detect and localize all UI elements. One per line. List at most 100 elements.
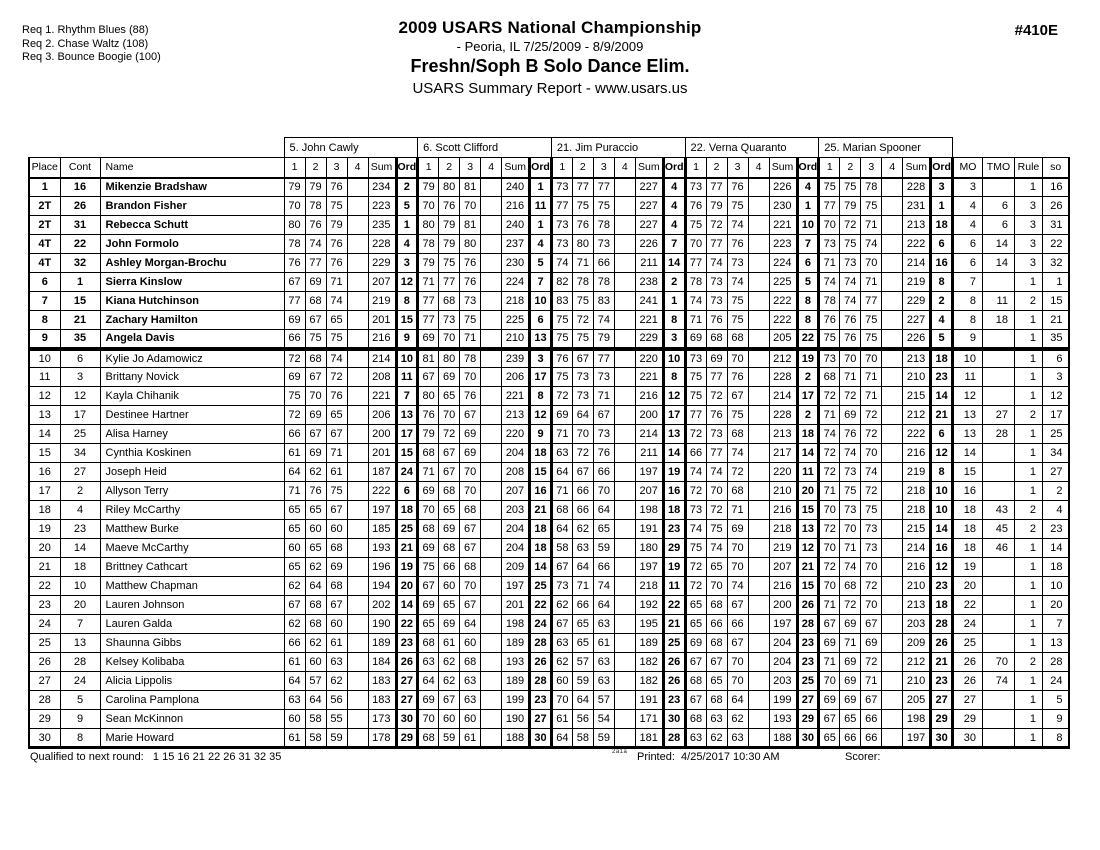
- contestant-number-cell: 18: [59, 557, 101, 577]
- score-cell: 72: [684, 576, 707, 596]
- score-cell-empty: [881, 614, 904, 634]
- score-cell-empty: [346, 310, 369, 330]
- score-cell: 77: [705, 177, 728, 197]
- ordinal-cell: 28: [661, 728, 687, 749]
- score-cell: 67: [550, 557, 573, 577]
- ordinal-cell: 10: [929, 500, 954, 520]
- rule-cell: 3: [1013, 253, 1043, 273]
- mo-cell: 6: [951, 253, 983, 273]
- mo-cell: 11: [951, 367, 983, 387]
- score-cell-empty: [480, 633, 503, 653]
- ordinal-cell: 13: [795, 519, 821, 539]
- score-cell: 62: [304, 557, 327, 577]
- score-cell-empty: [881, 367, 904, 387]
- mo-cell: 20: [951, 576, 983, 596]
- score-cell: 82: [550, 272, 573, 292]
- contestant-number-cell: 35: [59, 329, 101, 351]
- ordinal-cell: 24: [528, 614, 553, 634]
- score-cell: 75: [818, 329, 841, 351]
- score-cell: 69: [550, 405, 573, 425]
- footer: Qualified to next round: 1 15 16 21 22 2…: [0, 749, 1100, 767]
- score-cell: 70: [818, 215, 841, 235]
- score-cell-empty: [881, 709, 904, 729]
- skater-row: 30 8 Marie Howard 61 58 59 178 29 68 59 61 188 30 64 5…: [28, 728, 1071, 749]
- rule-cell: 1: [1013, 728, 1043, 749]
- score-cell: 74: [839, 557, 862, 577]
- score-cell: 75: [818, 177, 841, 197]
- ordinal-cell: 12: [528, 405, 553, 425]
- skater-row: 8 21 Zachary Hamilton 69 67 65 201 15 77 73 75 225 6…: [28, 310, 1071, 330]
- score-cell: 76: [571, 215, 594, 235]
- score-cell: 69: [839, 405, 862, 425]
- sum-cell: 216: [634, 386, 664, 406]
- score-cell: 74: [705, 462, 728, 482]
- ordinal-cell: 29: [795, 709, 821, 729]
- so-cell: 1: [1041, 272, 1071, 292]
- ordinal-cell: 7: [528, 272, 553, 292]
- mo-cell: 27: [951, 690, 983, 710]
- score-cell: 76: [459, 386, 482, 406]
- sum-cell: 183: [367, 671, 397, 691]
- ordinal-cell: 18: [661, 500, 687, 520]
- score-cell: 69: [438, 614, 461, 634]
- ordinal-cell: 18: [528, 538, 553, 558]
- sum-cell: 207: [501, 481, 531, 501]
- score-cell-empty: [881, 462, 904, 482]
- skater-name-cell: Kelsey Kolibaba: [99, 652, 285, 672]
- score-cell: 72: [839, 215, 862, 235]
- score-cell-empty: [881, 538, 904, 558]
- ordinal-cell: 6: [528, 310, 553, 330]
- mo-cell: 26: [951, 671, 983, 691]
- ordinal-cell: 13: [394, 405, 420, 425]
- score-cell: 75: [325, 481, 348, 501]
- sum-cell: 198: [902, 709, 932, 729]
- ordinal-cell: 15: [394, 310, 420, 330]
- score-cell: 70: [860, 348, 883, 368]
- skater-row: 6 1 Sierra Kinslow 67 69 71 207 12 71 77 76 224 7 82 7…: [28, 272, 1071, 292]
- score-cell: 64: [550, 728, 573, 749]
- corner-blank: [952, 137, 1070, 158]
- score-cell: 64: [592, 595, 615, 615]
- score-cell: 74: [726, 272, 749, 292]
- tmo-cell: 18: [981, 310, 1015, 330]
- score-cell: 67: [726, 595, 749, 615]
- score-cell: 78: [283, 234, 306, 254]
- score-cell: 66: [860, 728, 883, 749]
- score-cell: 72: [860, 405, 883, 425]
- score-cell: 72: [705, 500, 728, 520]
- sum-cell: 228: [768, 405, 798, 425]
- contestant-number-cell: 14: [59, 538, 101, 558]
- score-cell: 73: [684, 348, 707, 368]
- score-cell: 69: [818, 633, 841, 653]
- score-cell-empty: [613, 215, 636, 235]
- place-cell: 18: [28, 500, 61, 520]
- score-cell: 64: [459, 614, 482, 634]
- score-cell: 64: [571, 690, 594, 710]
- score-cell-empty: [881, 196, 904, 216]
- place-cell: 28: [28, 690, 61, 710]
- score-cell: 71: [550, 481, 573, 501]
- score-cell: 83: [550, 291, 573, 311]
- score-cell: 69: [283, 367, 306, 387]
- score-cell: 67: [417, 576, 440, 596]
- sum-cell: 230: [768, 196, 798, 216]
- score-cell: 67: [592, 405, 615, 425]
- score-cell: 64: [417, 671, 440, 691]
- score-cell: 73: [459, 291, 482, 311]
- score-cell: 75: [860, 196, 883, 216]
- ordinal-cell: 21: [394, 538, 420, 558]
- ordinal-cell: 25: [394, 519, 420, 539]
- printed-timestamp: 4/25/2017 10:30 AM: [681, 751, 780, 763]
- place-cell: 23: [28, 595, 61, 615]
- ordinal-cell: 25: [528, 576, 553, 596]
- judge-name-header: 5. John Cawly: [283, 137, 419, 158]
- score-cell: 73: [438, 310, 461, 330]
- ordinal-cell: 19: [795, 348, 821, 368]
- score-cell: 58: [571, 728, 594, 749]
- score-cell: 72: [283, 405, 306, 425]
- ordinal-cell: 27: [528, 709, 553, 729]
- score-cell: 61: [283, 443, 306, 463]
- score-cell: 67: [283, 595, 306, 615]
- score-cell: 59: [592, 538, 615, 558]
- tmo-cell: 14: [981, 234, 1015, 254]
